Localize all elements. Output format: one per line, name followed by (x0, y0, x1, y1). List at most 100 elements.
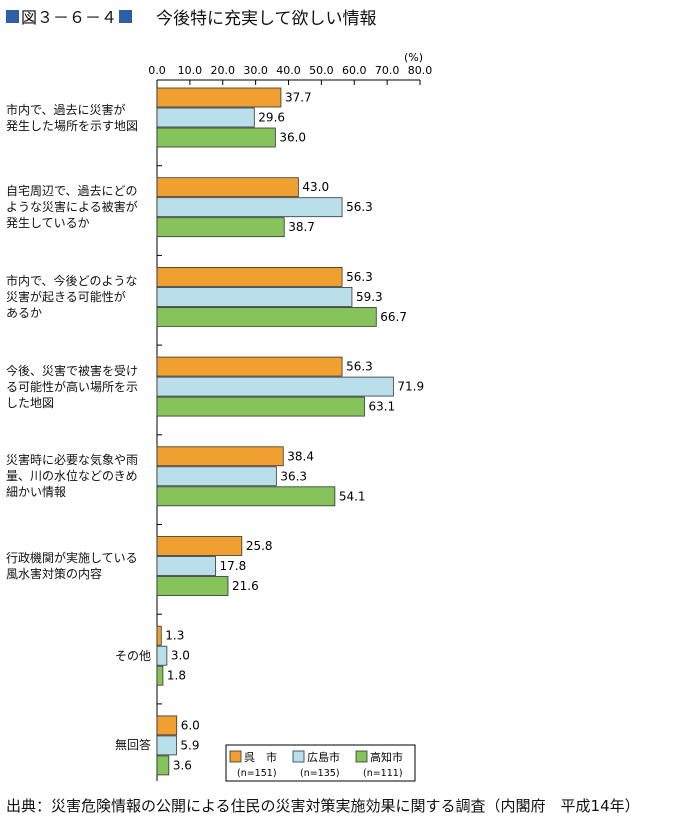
bar (156, 536, 243, 556)
legend: 呉 市 (n=151) 広島市 (n=135) 高知市 (n=111) (225, 744, 416, 782)
bar (156, 197, 343, 218)
legend-swatch (355, 750, 368, 763)
category-label-line: 市内で、過去に災害が (6, 102, 126, 117)
bar-value-label: 66.7 (380, 310, 407, 324)
bar (156, 446, 284, 467)
x-tick-label: 30.0 (243, 64, 268, 77)
x-tick-label: 20.0 (211, 64, 236, 77)
category-label-line: その他 (114, 648, 151, 663)
legend-series-n: (n=151) (237, 768, 277, 779)
category-label-line: 行政機関が実施している (6, 551, 138, 565)
bar-value-label: 17.8 (220, 559, 247, 573)
bar (156, 356, 343, 377)
x-unit-label: (%) (404, 51, 423, 64)
bar (156, 107, 255, 128)
category-label: 行政機関が実施している 風水害対策の内容 (6, 550, 138, 582)
legend-series-name: 呉 市 (244, 750, 277, 764)
bar-value-label: 43.0 (302, 180, 329, 194)
figure-number: 図３－６－４ (21, 8, 118, 27)
title-marker-icon (6, 9, 19, 23)
x-tick-label: 70.0 (375, 64, 400, 77)
bar-value-label: 38.4 (287, 449, 314, 463)
category-label-line: 発生した場所を示す地図 (6, 118, 139, 133)
bar (156, 127, 276, 148)
bar-value-label: 21.6 (232, 579, 259, 593)
legend-series-n: (n=111) (363, 768, 403, 779)
bar-value-label: 56.3 (346, 200, 373, 214)
category-label: 無回答 (115, 737, 151, 753)
bar-value-label: 1.8 (167, 669, 186, 683)
x-tick-label: 60.0 (342, 64, 367, 77)
bar (156, 266, 343, 287)
title-marker-icon (119, 9, 133, 23)
bar (156, 466, 277, 487)
category-label: 災害時に必要な気象や雨 量、川の水位などのきめ 細かい情報 (6, 452, 138, 500)
bar (156, 376, 394, 397)
bar (156, 87, 282, 108)
chart-title: 今後特に充実して欲しい情報 (156, 8, 377, 29)
category-label: その他 (115, 648, 151, 664)
bar (156, 715, 178, 736)
bar (156, 645, 168, 666)
bar-value-label: 56.3 (346, 360, 373, 374)
category-label-line: る可能性が高い場所を示 (6, 379, 139, 394)
bar-value-label: 6.0 (181, 718, 200, 732)
category-label: 市内で、過去に災害が 発生した場所を示す地図 (6, 102, 138, 134)
x-tick-label: 40.0 (276, 64, 301, 77)
bar-value-label: 38.7 (288, 220, 315, 234)
category-label: 今後、災害で被害を受け る可能性が高い場所を示 した地図 (6, 363, 138, 411)
category-label-line: 発生しているか (6, 216, 90, 231)
category-label-line: 細かい情報 (6, 485, 67, 500)
bar (156, 286, 353, 307)
bar (156, 486, 336, 507)
category-label-line: 量、川の水位などのきめ (6, 469, 138, 484)
category-label-line: 災害時に必要な気象や雨 (6, 453, 139, 468)
x-tick-label: 0.0 (148, 64, 166, 77)
bar (156, 625, 162, 646)
bar-value-label: 1.3 (165, 629, 184, 643)
bar-value-label: 3.6 (173, 758, 192, 772)
bar (156, 556, 216, 576)
bar (156, 755, 170, 776)
legend-series-name: 高知市 (370, 750, 403, 764)
legend-box (225, 744, 416, 782)
category-label-line: 風水害対策の内容 (6, 567, 103, 581)
x-tick-label: 50.0 (309, 64, 334, 77)
legend-swatch (229, 750, 242, 763)
bar-value-label: 25.8 (246, 539, 273, 553)
bar (156, 735, 177, 756)
x-tick-label: 10.0 (178, 64, 203, 77)
bar (156, 217, 285, 238)
bar-value-label: 37.7 (285, 91, 312, 105)
category-label-line: ような災害による被害が (6, 200, 138, 215)
category-label-line: 無回答 (114, 738, 151, 753)
bar-value-label: 36.0 (279, 131, 306, 145)
bar (156, 306, 377, 327)
bar (156, 665, 164, 686)
legend-series-name: 広島市 (307, 750, 340, 764)
bar (156, 576, 229, 596)
bar-value-label: 63.1 (368, 400, 395, 414)
bar-value-label: 36.3 (280, 469, 307, 483)
bar-value-label: 54.1 (339, 489, 366, 503)
bar-value-label: 29.6 (258, 111, 285, 125)
bar-value-label: 59.3 (356, 290, 383, 304)
bar (156, 396, 365, 417)
category-label-line: あるか (6, 305, 43, 320)
category-label-line: 災害が起きる可能性が (6, 289, 126, 304)
bar-value-label: 56.3 (346, 270, 373, 284)
bar-value-label: 3.0 (171, 649, 190, 663)
category-label: 自宅周辺で、過去にどの ような災害による被害が 発生しているか (6, 183, 138, 231)
source-note: 出典：災害危険情報の公開による住民の災害対策実施効果に関する調査（内閣府 平成1… (6, 797, 640, 815)
bar (156, 177, 299, 198)
bar-value-label: 71.9 (397, 380, 424, 394)
category-label-line: 今後、災害で被害を受け (6, 363, 139, 378)
bar-value-label: 5.9 (180, 738, 199, 752)
category-label-line: 自宅周辺で、過去にどの (6, 184, 138, 199)
category-label-line: した地図 (6, 395, 55, 410)
category-label-line: 市内で、今後どのような (6, 273, 138, 288)
legend-swatch (292, 750, 305, 763)
figure-title: 図３－６－４ 今後特に充実して欲しい情報 (6, 2, 377, 30)
category-label: 市内で、今後どのような 災害が起きる可能性が あるか (6, 273, 138, 321)
